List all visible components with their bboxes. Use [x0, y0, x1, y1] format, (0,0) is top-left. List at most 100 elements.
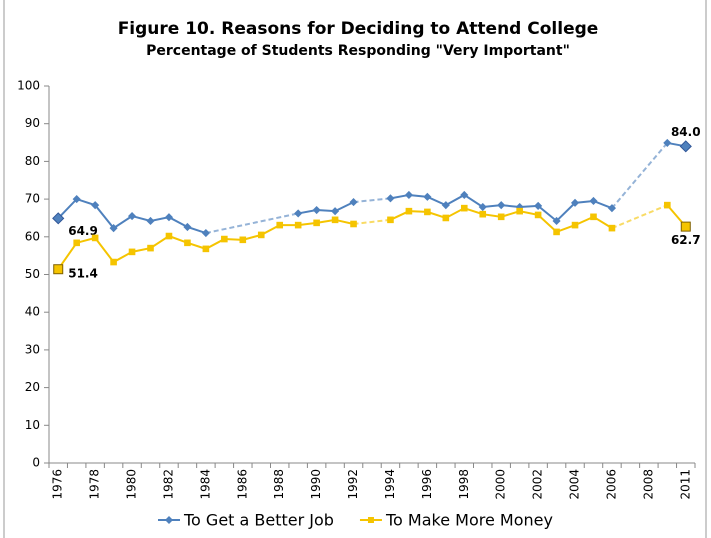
y-tick-label: 20 [25, 380, 40, 394]
point [534, 201, 543, 210]
point [534, 211, 542, 219]
x-tick-label: 1980 [125, 469, 139, 500]
point [201, 228, 210, 238]
y-tick-label: 90 [25, 116, 40, 130]
x-tick-label: 2004 [568, 469, 582, 500]
point [165, 232, 173, 240]
x-tick-label: 2002 [531, 469, 545, 500]
gap-connector [205, 212, 299, 235]
point [91, 201, 100, 210]
point [441, 201, 450, 210]
x-tick-label: 2011 [678, 469, 692, 500]
x-tick-label: 2008 [641, 469, 655, 500]
point [442, 214, 450, 222]
gap-connector [611, 204, 668, 230]
point [276, 221, 284, 229]
y-tick-label: 70 [25, 192, 40, 206]
x-tick-label: 2000 [494, 469, 508, 500]
point [294, 209, 303, 218]
x-tick-label: 1978 [88, 469, 102, 500]
point [607, 204, 617, 213]
x-tick-label: 1998 [457, 469, 471, 500]
point [109, 224, 118, 233]
gap-connector [611, 142, 669, 209]
point [460, 190, 469, 200]
point [221, 235, 228, 243]
point [516, 207, 523, 215]
x-tick-label: 1976 [51, 469, 65, 500]
data-label: 64.9 [68, 224, 98, 238]
point [608, 224, 616, 232]
point [146, 216, 155, 226]
point [110, 258, 117, 266]
point [405, 207, 413, 215]
chart-title: Figure 10. Reasons for Deciding to Atten… [118, 19, 599, 39]
point [571, 221, 579, 229]
y-tick-label: 50 [25, 267, 40, 281]
point [590, 213, 597, 221]
data-label: 62.7 [671, 233, 701, 247]
point [53, 264, 64, 275]
point [386, 194, 395, 203]
point [479, 210, 487, 218]
x-tick-label: 1988 [272, 469, 286, 500]
data-label: 51.4 [68, 267, 98, 281]
point [331, 207, 340, 216]
legend-label: To Make More Money [385, 511, 553, 530]
point [553, 228, 560, 236]
point [497, 213, 505, 221]
point [239, 236, 247, 244]
point [679, 140, 692, 153]
y-tick-label: 100 [17, 79, 40, 93]
point [184, 239, 191, 247]
point [424, 208, 431, 216]
point [127, 211, 137, 221]
point [404, 190, 413, 200]
legend-marker [165, 516, 173, 524]
point [680, 221, 691, 232]
point [52, 212, 65, 225]
y-tick-label: 60 [25, 229, 40, 243]
y-tick-label: 10 [25, 418, 40, 432]
y-tick-label: 40 [25, 305, 40, 319]
point [423, 192, 432, 201]
point [460, 204, 468, 212]
y-tick-label: 30 [25, 342, 40, 356]
point [91, 234, 99, 242]
point [497, 201, 506, 210]
point [552, 216, 561, 226]
point [349, 198, 358, 207]
y-tick-label: 0 [32, 456, 40, 470]
point [73, 239, 80, 247]
point [663, 138, 672, 147]
x-tick-label: 1990 [309, 469, 323, 500]
point [478, 202, 487, 212]
legend-marker [367, 517, 374, 523]
point [350, 220, 357, 228]
point [128, 248, 136, 256]
point [664, 201, 671, 209]
x-tick-label: 1984 [198, 469, 212, 500]
gap-connector [353, 218, 391, 225]
y-tick-label: 80 [25, 154, 40, 168]
x-tick-label: 2006 [604, 469, 618, 500]
x-tick-label: 1992 [346, 469, 360, 500]
point [331, 216, 339, 224]
point [589, 196, 598, 206]
point [257, 231, 265, 239]
point [202, 245, 210, 253]
point [387, 216, 394, 224]
point [183, 222, 192, 232]
gap-connector [353, 197, 391, 204]
point [313, 219, 320, 227]
x-tick-label: 1996 [420, 469, 434, 500]
point [164, 213, 174, 222]
point [570, 198, 580, 207]
point [312, 205, 321, 215]
chart-subtitle: Percentage of Students Responding "Very … [146, 43, 570, 59]
point [72, 195, 81, 204]
point [294, 221, 302, 229]
x-tick-label: 1986 [235, 469, 249, 500]
